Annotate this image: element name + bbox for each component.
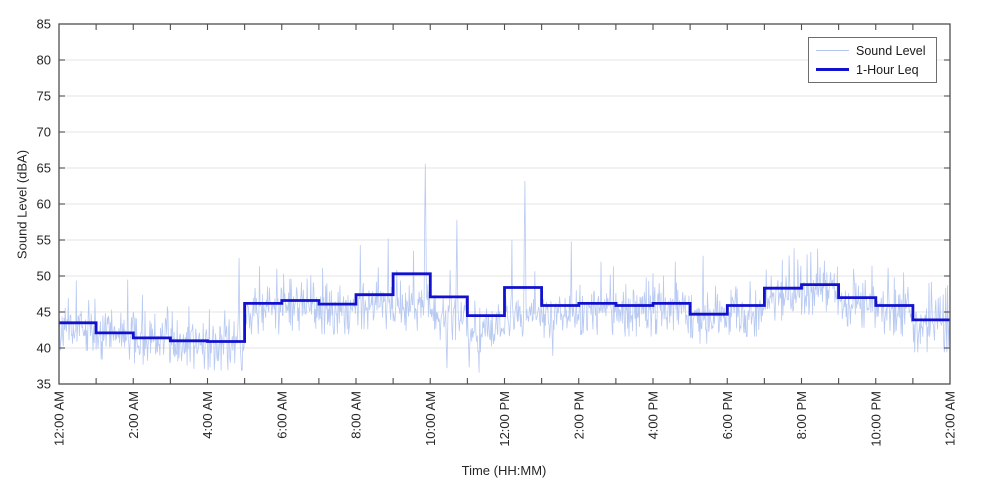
- x-tick-label-7: 2:00 PM: [571, 391, 586, 439]
- y-tick-label-45: 45: [37, 305, 51, 320]
- y-axis-title: Sound Level (dBA): [14, 149, 30, 260]
- y-tick-label-85: 85: [37, 17, 51, 32]
- x-tick-label-11: 10:00 PM: [868, 391, 883, 447]
- sound-level-series: [58, 163, 951, 373]
- x-tick-label-8: 4:00 PM: [646, 391, 661, 439]
- legend-label-1-hour-leq: 1-Hour Leq: [856, 62, 919, 77]
- y-tick-label-40: 40: [37, 341, 51, 356]
- y-tick-label-50: 50: [37, 269, 51, 284]
- x-tick-label-12: 12:00 AM: [943, 391, 958, 446]
- x-tick-label-3: 6:00 AM: [274, 391, 289, 439]
- y-tick-label-75: 75: [37, 89, 51, 104]
- x-tick-label-4: 8:00 AM: [349, 391, 364, 439]
- y-tick-label-60: 60: [37, 197, 51, 212]
- legend-entry-sound-level: Sound Level: [816, 41, 930, 60]
- x-tick-label-5: 10:00 AM: [423, 391, 438, 446]
- y-tick-label-65: 65: [37, 161, 51, 176]
- legend-label-sound-level: Sound Level: [856, 43, 926, 58]
- x-tick-label-0: 12:00 AM: [52, 391, 67, 446]
- legend-entry-1-hour-leq: 1-Hour Leq: [816, 60, 930, 79]
- x-axis-title: Time (HH:MM): [461, 463, 547, 478]
- x-tick-label-10: 8:00 PM: [794, 391, 809, 439]
- leq-line-sample: [816, 67, 849, 72]
- leq-series: [59, 272, 950, 343]
- x-tick-label-1: 2:00 AM: [126, 391, 141, 439]
- y-tick-label-70: 70: [37, 125, 51, 140]
- y-tick-label-55: 55: [37, 233, 51, 248]
- x-tick-label-9: 6:00 PM: [720, 391, 735, 439]
- x-tick-label-2: 4:00 AM: [200, 391, 215, 439]
- x-tick-label-6: 12:00 PM: [497, 391, 512, 447]
- y-tick-label-35: 35: [37, 377, 51, 392]
- sound-level-line-sample: [816, 49, 849, 52]
- legend: Sound Level 1-Hour Leq: [808, 37, 937, 83]
- y-tick-label-80: 80: [37, 53, 51, 68]
